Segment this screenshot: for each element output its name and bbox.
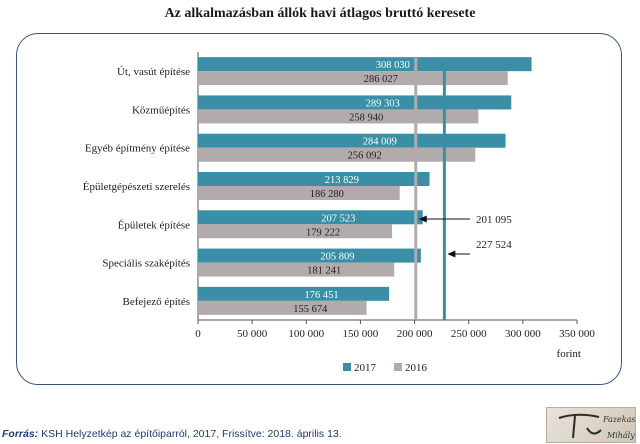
source-text: KSH Helyzetkép az építőiparról, 2017, Fr… (38, 428, 342, 440)
bar-2016-value-label: 186 280 (310, 189, 344, 200)
chart-title: Az alkalmazásban állók havi átlagos brut… (164, 6, 476, 21)
bar-2016-value-label: 286 027 (364, 74, 398, 85)
bar-2017-value-label: 176 451 (304, 290, 338, 301)
annotation-label-2017: 227 524 (476, 239, 512, 251)
legend-label-2017: 2017 (354, 362, 377, 374)
x-tick-label: 250 000 (451, 328, 487, 340)
category-label: Egyéb építmény építése (85, 143, 190, 155)
bar-2017-value-label: 205 809 (320, 252, 354, 263)
logo-text-bottom: Mihály (606, 431, 635, 440)
x-tick-label: 350 000 (559, 328, 595, 340)
author-logo: Fazekas Mihály (546, 407, 636, 443)
category-label: Befejező építés (123, 296, 191, 308)
bar-2016 (198, 147, 476, 162)
category-label: Közműépítés (132, 104, 190, 116)
x-tick-label: 200 000 (397, 328, 433, 340)
bar-2017 (198, 57, 532, 72)
bar-2016 (198, 71, 508, 86)
bar-2017 (198, 210, 423, 225)
x-tick-label: 50 000 (237, 328, 268, 340)
bar-2017 (198, 248, 421, 263)
x-unit-label: forint (557, 348, 581, 360)
logo-text-top: Fazekas (602, 415, 635, 424)
category-label: Épületgépészeti szerelés (83, 181, 190, 193)
bar-2016 (198, 109, 479, 124)
x-tick-label: 0 (195, 328, 201, 340)
annotation-label-2016: 201 095 (476, 214, 512, 226)
bar-2016 (198, 224, 393, 239)
category-label: Speciális szaképítés (102, 258, 190, 270)
bar-2016-value-label: 258 940 (349, 112, 383, 123)
bar-2017-value-label: 213 829 (325, 175, 359, 186)
bar-2017 (198, 95, 512, 110)
bar-2017-value-label: 207 523 (321, 213, 355, 224)
bar-2017-value-label: 289 303 (366, 98, 400, 109)
bar-2016-value-label: 179 222 (306, 227, 340, 238)
x-tick-label: 150 000 (343, 328, 379, 340)
bar-2017 (198, 172, 430, 186)
annotation-arrowhead-2017 (447, 250, 456, 258)
legend-swatch-2016 (394, 363, 402, 371)
bar-2016-value-label: 256 092 (348, 151, 382, 162)
bar-2016-value-label: 181 241 (307, 266, 341, 277)
legend-swatch-2017 (343, 363, 351, 371)
legend-label-2016: 2016 (405, 362, 428, 374)
annotation-arrowhead-2016 (418, 215, 427, 223)
chart-panel (16, 33, 622, 385)
bar-2016 (198, 262, 395, 277)
source-note: Forrás: KSH Helyzetkép az építőiparról, … (2, 428, 342, 440)
x-tick-label: 300 000 (505, 328, 541, 340)
bar-2016-value-label: 155 674 (293, 304, 328, 315)
bar-2016 (198, 300, 367, 315)
category-label: Épületek építése (118, 219, 191, 231)
source-prefix: Forrás: (2, 428, 39, 440)
category-label: Út, vasút építése (117, 66, 190, 78)
bar-2017 (198, 286, 390, 301)
bar-2017 (198, 133, 506, 148)
bar-2017-value-label: 284 009 (363, 137, 397, 148)
bar-2016 (198, 186, 400, 200)
bar-2017-value-label: 308 030 (376, 60, 410, 71)
x-tick-label: 100 000 (288, 328, 324, 340)
